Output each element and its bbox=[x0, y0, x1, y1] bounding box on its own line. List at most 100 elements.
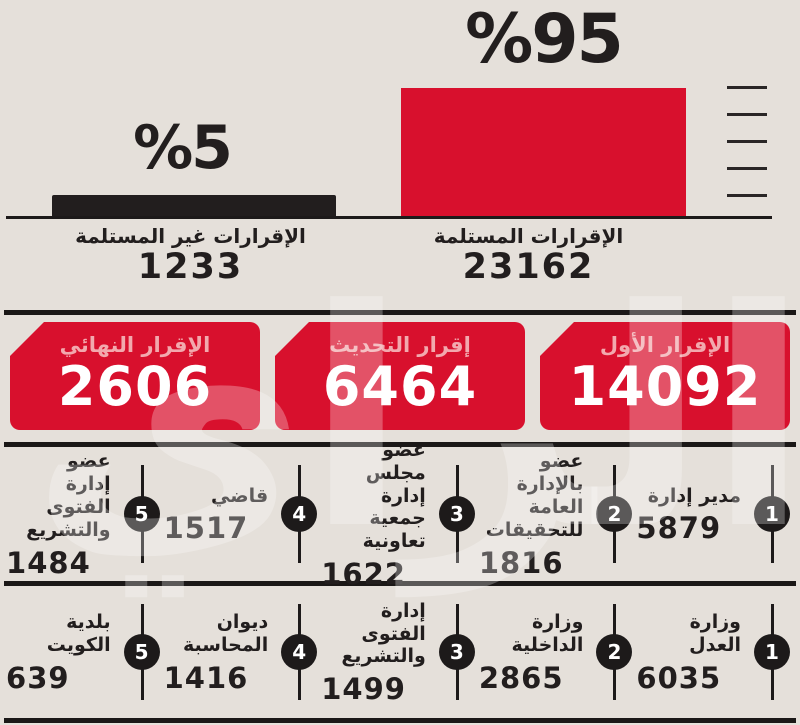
caption-not-received-label: الإقرارات غير المستلمة bbox=[75, 224, 306, 248]
stat-item-entity-1: 1 وزارة العدل 6035 bbox=[636, 586, 794, 718]
stat-value: 1816 bbox=[478, 545, 564, 580]
stat-rail: 2 bbox=[594, 594, 633, 710]
stat-label: بلدية الكويت bbox=[46, 611, 111, 656]
rank-badge: 3 bbox=[438, 634, 475, 670]
caption-not-received-value: 1233 bbox=[137, 247, 244, 287]
stat-rail: 5 bbox=[122, 455, 160, 573]
caption-received-value: 23162 bbox=[462, 247, 595, 287]
stat-value: 1499 bbox=[321, 672, 406, 707]
bottom-divider bbox=[4, 718, 796, 723]
top-entities-row: 1 وزارة العدل 6035 2 وزارة الداخلية 2865… bbox=[0, 586, 800, 718]
caption-received-label: الإقرارات المستلمة bbox=[433, 224, 624, 248]
rank-number: 4 bbox=[292, 502, 307, 526]
stat-value: 639 bbox=[6, 660, 70, 695]
stat-label: وزارة العدل bbox=[689, 611, 741, 656]
stat-text: عضو إدارة الفتوى والتشريع 1484 bbox=[6, 450, 122, 577]
banner-label: الإقرار النهائي bbox=[59, 333, 211, 357]
stat-rail: 4 bbox=[279, 594, 318, 710]
stat-item-position-3: 3 عضو مجلس إدارة جمعية تعاونية 1622 bbox=[321, 439, 479, 589]
stat-text: وزارة العدل 6035 bbox=[636, 594, 752, 710]
stat-rail: 2 bbox=[594, 455, 633, 573]
stat-text: قاضي 1517 bbox=[164, 455, 280, 573]
stat-rail: 3 bbox=[437, 455, 475, 573]
stat-label: قاضي bbox=[211, 484, 269, 507]
top-positions-row: 1 مدير إدارة 5879 2 عضو بالإدارة العامة … bbox=[0, 439, 800, 589]
section-divider bbox=[4, 442, 796, 447]
section-divider bbox=[4, 310, 796, 315]
caption-not-received: الإقرارات غير المستلمة 1233 bbox=[48, 225, 333, 285]
stat-item-entity-2: 2 وزارة الداخلية 2865 bbox=[479, 586, 637, 718]
stat-label: وزارة الداخلية bbox=[511, 611, 584, 656]
banner-label: الإقرار الأول bbox=[599, 333, 731, 357]
rank-badge: 1 bbox=[754, 634, 790, 670]
declaration-stage-banners: الإقرار الأول 14092 إقرار التحديث 6464 ا… bbox=[0, 315, 800, 442]
axis-baseline bbox=[6, 216, 772, 219]
stat-text: عضو بالإدارة العامة للتحقيقات 1816 bbox=[479, 450, 595, 577]
rank-badge: 1 bbox=[754, 496, 790, 532]
stat-item-position-2: 2 عضو بالإدارة العامة للتحقيقات 1816 bbox=[479, 447, 637, 581]
stat-value: 6035 bbox=[636, 660, 722, 695]
stat-text: إدارة الفتوى والتشريع 1499 bbox=[321, 594, 437, 710]
banner-first-declaration: الإقرار الأول 14092 bbox=[540, 322, 790, 430]
rank-number: 1 bbox=[765, 640, 779, 664]
tick-mark bbox=[727, 113, 767, 116]
banner-final-declaration: الإقرار النهائي 2606 bbox=[10, 322, 260, 430]
stat-text: ديوان المحاسبة 1416 bbox=[164, 594, 280, 710]
stat-text: بلدية الكويت 639 bbox=[6, 594, 122, 710]
bar-received bbox=[401, 88, 686, 218]
stat-item-entity-3: 3 إدارة الفتوى والتشريع 1499 bbox=[321, 586, 479, 718]
stat-item-entity-5: 5 بلدية الكويت 639 bbox=[6, 586, 164, 718]
percent-label-received: %95 bbox=[465, 0, 624, 79]
rank-badge: 2 bbox=[596, 634, 633, 670]
stat-value: 1416 bbox=[163, 660, 249, 695]
stat-item-position-1: 1 مدير إدارة 5879 bbox=[636, 447, 794, 581]
banner-label: إقرار التحديث bbox=[329, 333, 471, 357]
stat-text: وزارة الداخلية 2865 bbox=[479, 594, 595, 710]
percent-label-not-received: %5 bbox=[133, 113, 233, 183]
stat-item-entity-4: 4 ديوان المحاسبة 1416 bbox=[164, 586, 322, 718]
declarations-bar-chart: %95 %5 الإقرارات المستلمة 23162 الإقرارا… bbox=[0, 0, 800, 310]
stat-value: 2865 bbox=[478, 660, 564, 695]
stat-rail: 1 bbox=[752, 594, 790, 710]
rank-badge: 4 bbox=[281, 634, 318, 670]
stat-label: عضو مجلس إدارة جمعية تعاونية bbox=[362, 439, 426, 553]
stat-value: 1484 bbox=[6, 545, 91, 580]
rank-badge: 4 bbox=[281, 496, 318, 532]
stat-rail: 4 bbox=[279, 455, 318, 573]
stat-value: 5879 bbox=[636, 511, 722, 546]
stat-value: 1622 bbox=[321, 557, 406, 591]
tick-mark bbox=[727, 86, 767, 89]
axis-ticks bbox=[727, 86, 767, 197]
tick-mark bbox=[727, 140, 767, 143]
tick-mark bbox=[727, 167, 767, 170]
rank-number: 5 bbox=[134, 640, 149, 664]
stat-label: عضو بالإدارة العامة للتحقيقات bbox=[485, 450, 584, 541]
tick-mark bbox=[727, 194, 767, 197]
banner-value: 2606 bbox=[57, 355, 213, 419]
caption-received: الإقرارات المستلمة 23162 bbox=[386, 225, 671, 285]
rank-number: 1 bbox=[765, 502, 779, 526]
rank-number: 5 bbox=[134, 502, 149, 526]
section-divider bbox=[4, 581, 796, 586]
stat-rail: 5 bbox=[122, 594, 160, 710]
banner-value: 6464 bbox=[322, 355, 478, 419]
banner-value: 14092 bbox=[568, 355, 762, 419]
rank-number: 2 bbox=[607, 502, 622, 526]
rank-badge: 5 bbox=[123, 634, 160, 670]
stat-label: إدارة الفتوى والتشريع bbox=[341, 599, 426, 668]
rank-badge: 5 bbox=[123, 496, 160, 532]
rank-badge: 3 bbox=[438, 496, 475, 532]
rank-number: 2 bbox=[607, 640, 622, 664]
stat-rail: 3 bbox=[437, 594, 475, 710]
rank-number: 3 bbox=[449, 640, 464, 664]
stat-item-position-4: 4 قاضي 1517 bbox=[164, 447, 322, 581]
rank-badge: 2 bbox=[596, 496, 633, 532]
stat-item-position-5: 5 عضو إدارة الفتوى والتشريع 1484 bbox=[6, 447, 164, 581]
bar-not-received bbox=[52, 195, 336, 218]
stat-text: عضو مجلس إدارة جمعية تعاونية 1622 bbox=[321, 439, 437, 588]
banner-update-declaration: إقرار التحديث 6464 bbox=[275, 322, 525, 430]
stat-text: مدير إدارة 5879 bbox=[636, 455, 752, 573]
rank-number: 4 bbox=[292, 640, 307, 664]
rank-number: 3 bbox=[449, 502, 464, 526]
